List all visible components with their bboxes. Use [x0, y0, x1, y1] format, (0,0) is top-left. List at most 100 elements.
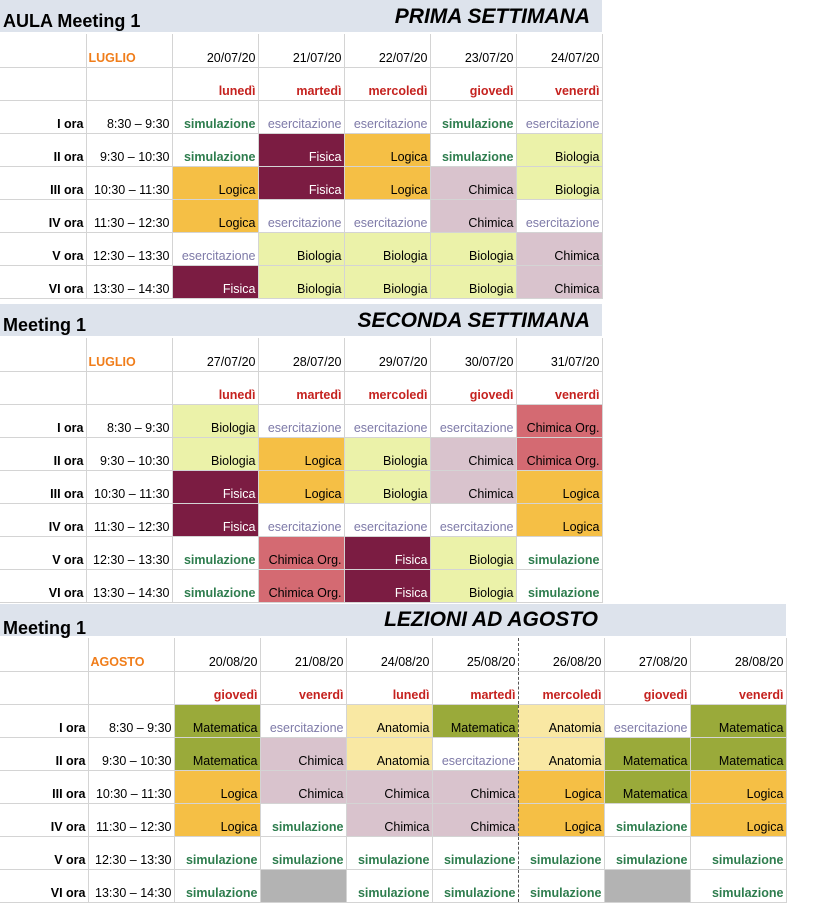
lesson-cell: Biologia: [172, 437, 259, 471]
table-row: II ora 9:30 – 10:30 simulazione Fisica Logic…: [0, 133, 603, 167]
table-row: I ora 8:30 – 9:30 Matematica esercitazione A…: [0, 704, 787, 738]
lesson-cell: simulazione: [604, 836, 691, 870]
lesson-cell: Logica: [344, 133, 431, 167]
time-range: 13:30 – 14:30: [88, 869, 175, 903]
lesson-cell: esercitazione: [258, 404, 345, 438]
lesson-cell: Logica: [172, 166, 259, 200]
lesson-cell: simulazione: [172, 100, 259, 134]
lesson-cell: Anatomia: [518, 704, 605, 738]
hour-label: IV ora: [0, 503, 87, 537]
day-header: venerdì: [516, 371, 603, 405]
empty-cell: [86, 371, 173, 405]
section-title-left: Meeting 1: [3, 315, 87, 335]
empty-cell: [0, 34, 87, 68]
date-header: 24/08/20: [346, 638, 433, 672]
lesson-cell: simulazione: [518, 869, 605, 903]
section-august: Meeting 1 LEZIONI AD AGOSTO AGOSTO 20/08/…: [0, 604, 787, 908]
schedule-table: AGOSTO 20/08/20 21/08/20 24/08/20 25/08/20 26…: [0, 638, 787, 903]
lesson-cell: Logica: [518, 770, 605, 804]
lesson-cell: Biologia: [430, 265, 517, 299]
lesson-cell: Fisica: [172, 503, 259, 537]
table-row: II ora 9:30 – 10:30 Biologia Logica Biologia…: [0, 437, 603, 471]
hour-label: VI ora: [0, 869, 89, 903]
lesson-cell: simulazione: [172, 133, 259, 167]
time-range: 12:30 – 13:30: [86, 536, 173, 570]
lesson-cell: Logica: [518, 803, 605, 837]
empty-cell: [0, 371, 87, 405]
lesson-cell: esercitazione: [516, 199, 603, 233]
date-header: 20/07/20: [172, 34, 259, 68]
section-header: AULA Meeting 1 PRIMA SETTIMANA: [0, 0, 602, 32]
hour-label: III ora: [0, 166, 87, 200]
lesson-cell: esercitazione: [344, 100, 431, 134]
table-row: VI ora 13:30 – 14:30 simulazione Chimica Or…: [0, 569, 603, 603]
hour-label: V ora: [0, 232, 87, 266]
lesson-cell: Biologia: [344, 232, 431, 266]
section-week1: AULA Meeting 1 PRIMA SETTIMANA LUGLIO 20/…: [0, 0, 603, 300]
lesson-cell: Chimica: [430, 166, 517, 200]
date-header: 27/08/20: [604, 638, 691, 672]
day-header: lunedì: [172, 67, 259, 101]
time-range: 9:30 – 10:30: [88, 737, 175, 771]
table-row: V ora 12:30 – 13:30 simulazione simulazione…: [0, 836, 787, 870]
date-header: 23/07/20: [430, 34, 517, 68]
table-row: I ora 8:30 – 9:30 simulazione esercitazione…: [0, 100, 603, 134]
hour-label: III ora: [0, 470, 87, 504]
lesson-cell: simulazione: [516, 536, 603, 570]
date-header: 30/07/20: [430, 338, 517, 372]
lesson-cell: Fisica: [344, 569, 431, 603]
time-range: 9:30 – 10:30: [86, 133, 173, 167]
time-range: 10:30 – 11:30: [88, 770, 175, 804]
lesson-cell: simulazione: [432, 836, 519, 870]
date-header: 28/07/20: [258, 338, 345, 372]
day-header: giovedì: [604, 671, 691, 705]
lesson-cell: esercitazione: [432, 737, 519, 771]
time-range: 13:30 – 14:30: [86, 569, 173, 603]
lesson-cell: simulazione: [690, 836, 787, 870]
lesson-cell: esercitazione: [604, 704, 691, 738]
time-range: 8:30 – 9:30: [86, 404, 173, 438]
day-header: venerdì: [260, 671, 347, 705]
lesson-cell: Biologia: [344, 470, 431, 504]
lesson-cell: Matematica: [690, 704, 787, 738]
lesson-cell: Matematica: [174, 737, 261, 771]
month-label: AGOSTO: [88, 638, 175, 672]
time-range: 12:30 – 13:30: [88, 836, 175, 870]
hour-label: V ora: [0, 536, 87, 570]
lesson-cell: simulazione: [346, 869, 433, 903]
lesson-cell: simulazione: [346, 836, 433, 870]
date-row: LUGLIO 27/07/20 28/07/20 29/07/20 30/07/20 31…: [0, 338, 603, 372]
hour-label: IV ora: [0, 199, 87, 233]
section-week2: Meeting 1 SECONDA SETTIMANA LUGLIO 27/07/…: [0, 304, 603, 604]
lesson-cell: esercitazione: [430, 503, 517, 537]
date-header: 27/07/20: [172, 338, 259, 372]
table-row: I ora 8:30 – 9:30 Biologia esercitazione ese…: [0, 404, 603, 438]
lesson-cell: simulazione: [604, 803, 691, 837]
date-header: 25/08/20: [432, 638, 519, 672]
day-header: mercoledì: [518, 671, 605, 705]
lesson-cell: Chimica Org.: [258, 536, 345, 570]
table-row: IV ora 11:30 – 12:30 Logica simulazione Chim…: [0, 803, 787, 837]
table-row: IV ora 11:30 – 12:30 Logica esercitazione es…: [0, 199, 603, 233]
lesson-cell: Chimica Org.: [258, 569, 345, 603]
schedule-table: LUGLIO 20/07/20 21/07/20 22/07/20 23/07/20 24…: [0, 34, 603, 299]
date-header: 22/07/20: [344, 34, 431, 68]
lesson-cell: Biologia: [430, 232, 517, 266]
lesson-cell: Chimica: [432, 803, 519, 837]
lesson-cell: esercitazione: [430, 404, 517, 438]
lesson-cell: simulazione: [690, 869, 787, 903]
section-title-left: Meeting 1: [3, 618, 87, 638]
hour-label: VI ora: [0, 265, 87, 299]
lesson-cell: Anatomia: [518, 737, 605, 771]
lesson-cell: Matematica: [690, 737, 787, 771]
lesson-cell: Fisica: [344, 536, 431, 570]
lesson-cell: simulazione: [172, 536, 259, 570]
section-title-right: LEZIONI AD AGOSTO: [384, 608, 598, 631]
lesson-cell: Chimica: [430, 437, 517, 471]
lesson-cell: Chimica Org.: [516, 404, 603, 438]
table-row: III ora 10:30 – 11:30 Logica Chimica Chimica…: [0, 770, 787, 804]
lesson-cell: Logica: [516, 470, 603, 504]
date-header: 21/08/20: [260, 638, 347, 672]
time-range: 8:30 – 9:30: [86, 100, 173, 134]
month-label: LUGLIO: [86, 34, 173, 68]
